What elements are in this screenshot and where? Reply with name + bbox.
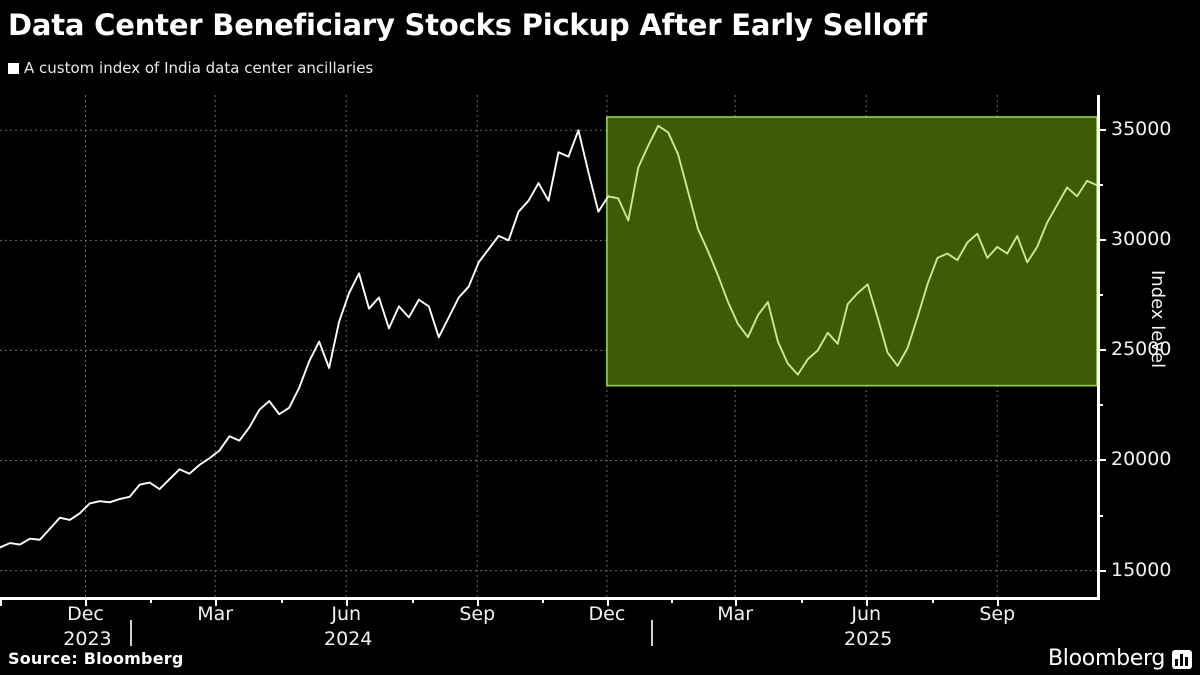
- series-line-primary: [0, 129, 610, 549]
- x-tick: [735, 597, 738, 606]
- y-tick-minor: [1097, 294, 1103, 297]
- x-tick: [606, 597, 609, 606]
- x-tick-minor: [150, 597, 153, 603]
- y-tick-minor: [1097, 514, 1103, 517]
- x-tick-minor: [800, 597, 803, 603]
- y-tick-label: 20000: [1111, 448, 1172, 471]
- chart-canvas: [0, 95, 1097, 597]
- x-axis-year-label: 2024: [324, 628, 373, 650]
- x-axis-year-separator: [651, 620, 654, 646]
- highlight-region: [606, 116, 1097, 387]
- x-tick-label: Mar: [197, 603, 234, 625]
- series-line-highlight: [607, 124, 1097, 376]
- x-tick: [346, 597, 349, 606]
- brand-wordmark: Bloomberg: [1048, 646, 1165, 671]
- plot-area: [0, 95, 1097, 597]
- y-tick-label: 25000: [1111, 338, 1172, 361]
- y-axis-line: [1097, 95, 1100, 597]
- x-tick-minor: [542, 597, 545, 603]
- x-tick-label: Sep: [459, 603, 496, 625]
- x-tick-label: Sep: [979, 603, 1016, 625]
- x-tick: [0, 597, 2, 606]
- y-tick-label: 30000: [1111, 228, 1172, 251]
- y-tick: [1097, 129, 1106, 132]
- x-tick-minor: [671, 597, 674, 603]
- x-tick: [997, 597, 1000, 606]
- x-tick: [215, 597, 218, 606]
- x-tick-label: Dec: [588, 603, 626, 625]
- x-tick-label: Jun: [331, 603, 362, 625]
- y-axis-title: Index level: [1147, 270, 1168, 369]
- legend: A custom index of India data center anci…: [8, 57, 373, 79]
- y-tick-minor: [1097, 184, 1103, 187]
- x-tick-label: Mar: [717, 603, 754, 625]
- y-tick: [1097, 459, 1106, 462]
- x-tick-minor: [411, 597, 414, 603]
- y-tick: [1097, 239, 1106, 242]
- bloomberg-terminal-icon: [1172, 649, 1192, 669]
- legend-swatch-icon: [8, 62, 19, 74]
- x-axis-year-separator: [129, 620, 132, 646]
- source-note: Source: Bloomberg: [8, 649, 184, 668]
- x-tick-minor: [931, 597, 934, 603]
- x-axis-year-label: 2023: [63, 628, 112, 650]
- x-tick-label: Jun: [851, 603, 882, 625]
- y-tick: [1097, 349, 1106, 352]
- y-tick-minor: [1097, 404, 1103, 407]
- x-tick: [866, 597, 869, 606]
- x-tick: [85, 597, 88, 606]
- bloomberg-brand: Bloomberg: [1048, 646, 1192, 672]
- x-tick-label: Dec: [67, 603, 104, 625]
- x-tick-minor: [280, 597, 283, 603]
- legend-label: A custom index of India data center anci…: [24, 59, 374, 77]
- y-tick-label: 35000: [1111, 118, 1172, 141]
- y-tick: [1097, 569, 1106, 572]
- x-axis-line: [0, 597, 1100, 600]
- x-tick: [477, 597, 480, 606]
- y-tick-label: 15000: [1111, 558, 1172, 581]
- x-axis-year-label: 2025: [844, 628, 893, 650]
- page-title: Data Center Beneficiary Stocks Pickup Af…: [8, 8, 927, 42]
